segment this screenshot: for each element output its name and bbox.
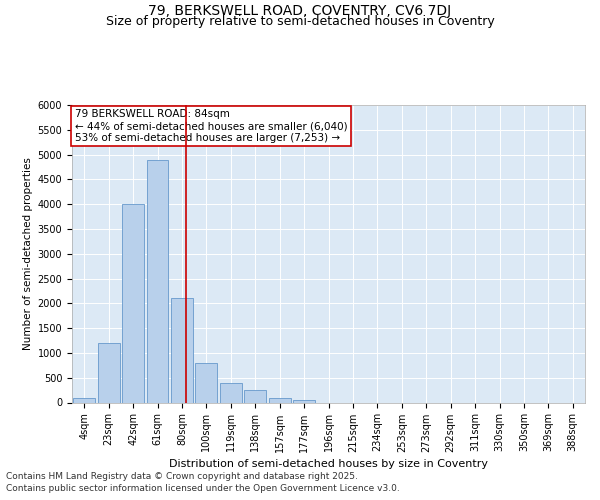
- Bar: [293, 400, 315, 402]
- Bar: [269, 398, 290, 402]
- Bar: [122, 204, 144, 402]
- Bar: [171, 298, 193, 403]
- X-axis label: Distribution of semi-detached houses by size in Coventry: Distribution of semi-detached houses by …: [169, 458, 488, 468]
- Text: Contains public sector information licensed under the Open Government Licence v3: Contains public sector information licen…: [6, 484, 400, 493]
- Bar: [196, 363, 217, 403]
- Text: 79, BERKSWELL ROAD, COVENTRY, CV6 7DJ: 79, BERKSWELL ROAD, COVENTRY, CV6 7DJ: [148, 4, 452, 18]
- Bar: [98, 343, 119, 402]
- Bar: [220, 382, 242, 402]
- Text: 79 BERKSWELL ROAD: 84sqm
← 44% of semi-detached houses are smaller (6,040)
53% o: 79 BERKSWELL ROAD: 84sqm ← 44% of semi-d…: [74, 110, 347, 142]
- Bar: [146, 160, 169, 402]
- Text: Size of property relative to semi-detached houses in Coventry: Size of property relative to semi-detach…: [106, 14, 494, 28]
- Bar: [73, 398, 95, 402]
- Text: Contains HM Land Registry data © Crown copyright and database right 2025.: Contains HM Land Registry data © Crown c…: [6, 472, 358, 481]
- Y-axis label: Number of semi-detached properties: Number of semi-detached properties: [23, 158, 34, 350]
- Bar: [244, 390, 266, 402]
